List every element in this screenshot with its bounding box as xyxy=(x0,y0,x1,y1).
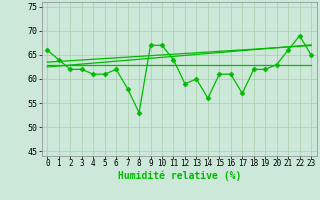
X-axis label: Humidité relative (%): Humidité relative (%) xyxy=(117,171,241,181)
